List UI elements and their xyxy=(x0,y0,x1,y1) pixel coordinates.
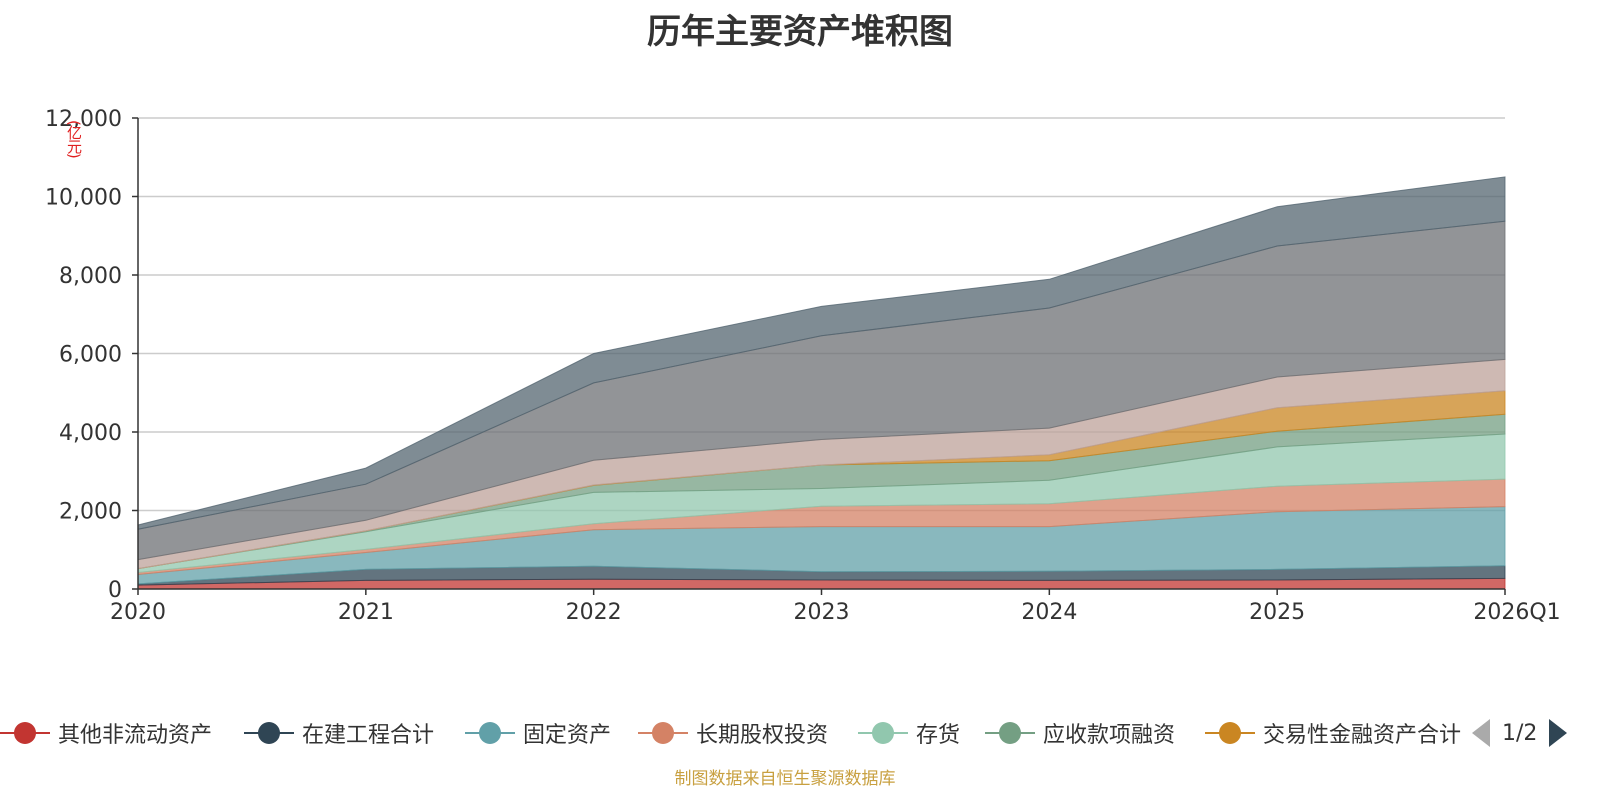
legend-swatch-icon xyxy=(638,721,688,745)
x-tick-label: 2020 xyxy=(110,600,166,625)
legend-item[interactable]: 应收款项融资 xyxy=(985,713,1175,753)
chart-title: 历年主要资产堆积图 xyxy=(647,12,953,52)
y-tick-label: 4,000 xyxy=(59,421,122,446)
area-series-10[interactable] xyxy=(137,176,1506,530)
legend-label: 其他非流动资产 xyxy=(58,723,213,748)
legend-item[interactable]: 固定资产 xyxy=(465,713,611,753)
x-tick-label: 2021 xyxy=(338,600,394,625)
y-tick-label: 8,000 xyxy=(59,264,122,289)
legend-page-indicator: 1/2 xyxy=(1502,720,1538,746)
legend-swatch-icon xyxy=(244,721,294,745)
x-tick-label: 2026Q1 xyxy=(1473,600,1560,625)
legend-item[interactable]: 其他非流动资产 xyxy=(0,713,212,753)
x-tick-label: 2025 xyxy=(1249,600,1305,625)
legend-swatch-icon xyxy=(0,721,50,745)
legend-label: 固定资产 xyxy=(523,723,612,748)
legend-item[interactable]: 长期股权投资 xyxy=(638,713,828,753)
y-tick-label: 2,000 xyxy=(59,500,122,525)
legend-swatch-icon xyxy=(1205,721,1255,745)
y-tick-label: 10,000 xyxy=(45,186,122,211)
legend-label: 在建工程合计 xyxy=(302,723,435,748)
legend-item[interactable]: 存货 xyxy=(858,713,960,753)
legend-label: 长期股权投资 xyxy=(696,723,829,748)
unit-text: 亿元 xyxy=(65,124,83,153)
x-tick-label: 2024 xyxy=(1021,600,1077,625)
legend-item[interactable]: 交易性金融资产合计 xyxy=(1205,713,1461,753)
y-tick-label: 0 xyxy=(108,578,122,603)
stacked-areas xyxy=(137,176,1506,590)
legend-label: 存货 xyxy=(916,723,961,748)
legend-next-page-icon[interactable] xyxy=(1549,719,1568,747)
x-tick-label: 2023 xyxy=(794,600,850,625)
legend-label: 应收款项融资 xyxy=(1043,723,1176,748)
y-tick-label: 6,000 xyxy=(59,343,122,368)
y-axis-unit-label: (亿元) xyxy=(65,120,83,158)
legend-swatch-icon xyxy=(985,721,1035,745)
source-note: 制图数据来自恒生聚源数据库 xyxy=(674,769,896,789)
x-tick-label: 2022 xyxy=(566,600,622,625)
chart-legend[interactable]: 其他非流动资产 在建工程合计 固定资产 长期股权投资 存货 应收款项融资 交易性金融资产合计 xyxy=(0,713,1600,753)
axes: 0 2,000 4,000 6,000 8,000 10,000 12,000 2020 202… xyxy=(45,107,1561,625)
legend-swatch-icon xyxy=(465,721,515,745)
legend-pager[interactable]: 1/2 xyxy=(1472,713,1568,753)
y-tick-label: 12,000 xyxy=(45,107,122,132)
legend-label: 交易性金融资产合计 xyxy=(1263,723,1462,748)
legend-item[interactable]: 在建工程合计 xyxy=(244,713,434,753)
legend-prev-page-icon[interactable] xyxy=(1472,719,1490,747)
legend-swatch-icon xyxy=(858,721,908,745)
